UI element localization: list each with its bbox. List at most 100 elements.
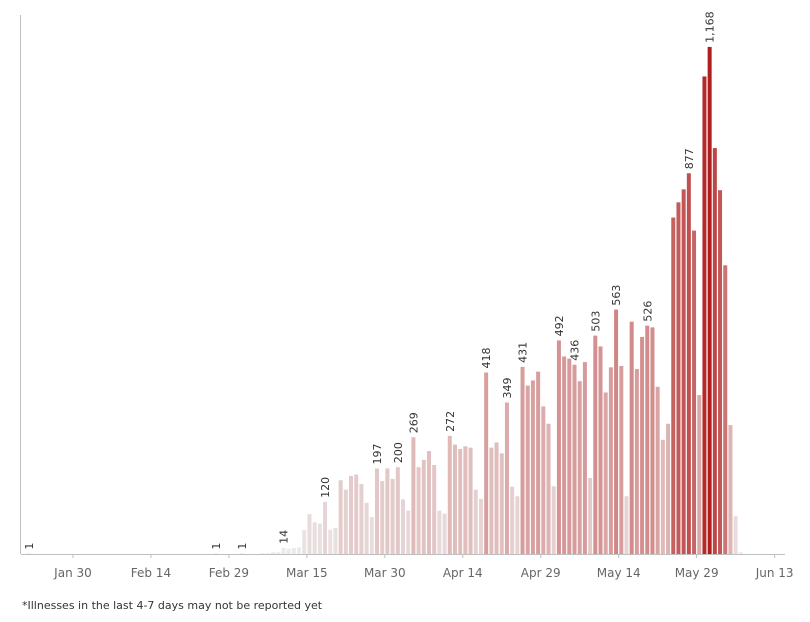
bar-2020-04-18 xyxy=(484,372,489,554)
bar-2020-06-04 xyxy=(728,425,733,554)
data-label-2020-03-18: 120 xyxy=(319,477,332,498)
bar-2020-03-19 xyxy=(328,529,333,554)
bar-2020-04-16 xyxy=(473,489,478,554)
bar-2020-04-11 xyxy=(447,435,452,554)
bar-2020-03-15 xyxy=(307,514,312,554)
bar-2020-03-26 xyxy=(364,502,369,554)
bar-2020-05-18 xyxy=(640,336,645,554)
bar-2020-05-10 xyxy=(598,346,603,554)
footnote: *Illnesses in the last 4-7 days may not … xyxy=(22,599,323,612)
bar-2020-05-14 xyxy=(619,366,624,554)
bars-layer xyxy=(26,46,743,555)
bar-2020-04-03 xyxy=(406,510,411,554)
bar-2020-03-22 xyxy=(343,489,348,554)
bar-2020-03-20 xyxy=(333,527,338,554)
bar-2020-04-24 xyxy=(515,496,520,554)
bar-2020-04-17 xyxy=(478,498,483,554)
bar-2020-05-13 xyxy=(614,309,619,554)
bar-2020-06-02 xyxy=(718,190,723,554)
data-label-2020-02-26: 1 xyxy=(210,543,223,550)
bar-2020-03-08 xyxy=(271,552,276,554)
bar-2020-04-07 xyxy=(426,451,431,554)
x-tick-label: Feb 29 xyxy=(209,566,249,580)
data-label-2020-04-25: 431 xyxy=(517,342,530,363)
bar-2020-05-25 xyxy=(676,202,681,554)
x-tick-label: May 14 xyxy=(597,566,641,580)
bar-2020-03-23 xyxy=(349,475,354,554)
bar-2020-05-31 xyxy=(707,46,712,555)
bar-2020-06-01 xyxy=(712,148,717,554)
data-label-2020-05-19: 526 xyxy=(641,301,654,322)
bar-2020-04-26 xyxy=(525,385,530,554)
data-label-2020-04-18: 418 xyxy=(480,348,493,369)
bar-2020-05-11 xyxy=(603,392,608,554)
x-tick-label: May 29 xyxy=(675,566,719,580)
bar-2020-05-05 xyxy=(572,364,577,554)
bar-2020-03-16 xyxy=(312,522,317,554)
bar-2020-05-30 xyxy=(702,76,707,554)
bar-2020-04-13 xyxy=(458,448,463,554)
bar-2020-05-24 xyxy=(671,217,676,555)
bar-2020-05-15 xyxy=(624,496,629,554)
bar-2020-05-26 xyxy=(681,189,686,554)
bar-2020-04-15 xyxy=(468,447,473,554)
bar-2020-04-01 xyxy=(395,467,400,554)
bar-2020-04-29 xyxy=(541,406,546,554)
x-tick-label: Jun 13 xyxy=(755,566,794,580)
bar-2020-05-22 xyxy=(660,439,665,554)
data-label-2020-05-05: 436 xyxy=(569,340,582,361)
bar-2020-03-29 xyxy=(380,481,385,554)
bar-2020-04-09 xyxy=(437,510,442,554)
bar-2020-01-21 xyxy=(26,553,31,554)
data-label-2020-05-09: 503 xyxy=(589,311,602,332)
data-label-2020-03-02: 1 xyxy=(236,543,249,550)
data-label-2020-05-27: 877 xyxy=(683,148,696,169)
bar-2020-04-05 xyxy=(416,467,421,554)
bar-2020-05-29 xyxy=(697,395,702,554)
bar-2020-03-14 xyxy=(302,530,307,554)
bar-2020-05-09 xyxy=(593,335,598,554)
bar-2020-05-23 xyxy=(666,423,671,554)
bar-2020-05-01 xyxy=(551,486,556,554)
bar-2020-04-30 xyxy=(546,423,551,554)
bar-2020-03-24 xyxy=(354,474,359,554)
bar-2020-02-26 xyxy=(213,553,218,554)
x-tick-label: Mar 30 xyxy=(364,566,406,580)
bar-2020-03-11 xyxy=(286,548,291,554)
x-axis-ticks: Jan 30 Feb 14 Feb 29 Mar 15 Mar 30 Apr 14 Apr … xyxy=(53,554,794,580)
bar-2020-05-20 xyxy=(650,327,655,554)
bar-2020-04-10 xyxy=(442,513,447,554)
bar-2020-05-04 xyxy=(567,358,572,554)
x-tick-label: Jan 30 xyxy=(53,566,92,580)
data-label-2020-03-28: 197 xyxy=(371,443,384,464)
bar-2020-04-20 xyxy=(494,442,499,554)
bar-2020-05-27 xyxy=(686,173,691,554)
chart-area: Jan 30 Feb 14 Feb 29 Mar 15 Mar 30 Apr 14 Apr … xyxy=(20,11,794,580)
bar-2020-05-16 xyxy=(629,321,634,554)
bar-2020-05-19 xyxy=(645,325,650,554)
bar-2020-05-06 xyxy=(577,381,582,554)
data-label-2020-04-01: 200 xyxy=(392,442,405,463)
bar-2020-05-07 xyxy=(582,362,587,554)
bar-2020-03-25 xyxy=(359,484,364,554)
bar-2020-04-25 xyxy=(520,366,525,554)
bar-2020-04-12 xyxy=(452,444,457,554)
data-label-2020-04-22: 349 xyxy=(501,377,514,398)
data-label-2020-04-11: 272 xyxy=(444,411,457,432)
bar-2020-05-08 xyxy=(588,478,593,554)
bar-2020-05-03 xyxy=(562,356,567,554)
bar-2020-05-21 xyxy=(655,386,660,554)
bar-2020-03-21 xyxy=(338,480,343,554)
bar-2020-03-02 xyxy=(239,553,244,554)
bar-2020-03-30 xyxy=(385,468,390,554)
data-label-2020-05-31: 1,168 xyxy=(704,11,717,43)
bar-2020-03-13 xyxy=(297,547,302,554)
data-label-2020-05-13: 563 xyxy=(610,285,623,306)
bar-2020-05-28 xyxy=(692,230,697,554)
x-tick-label: Feb 14 xyxy=(131,566,171,580)
bar-2020-03-17 xyxy=(317,523,322,554)
bar-2020-03-06 xyxy=(260,553,265,554)
bar-2020-04-28 xyxy=(536,371,541,554)
bar-2020-03-10 xyxy=(281,547,286,554)
